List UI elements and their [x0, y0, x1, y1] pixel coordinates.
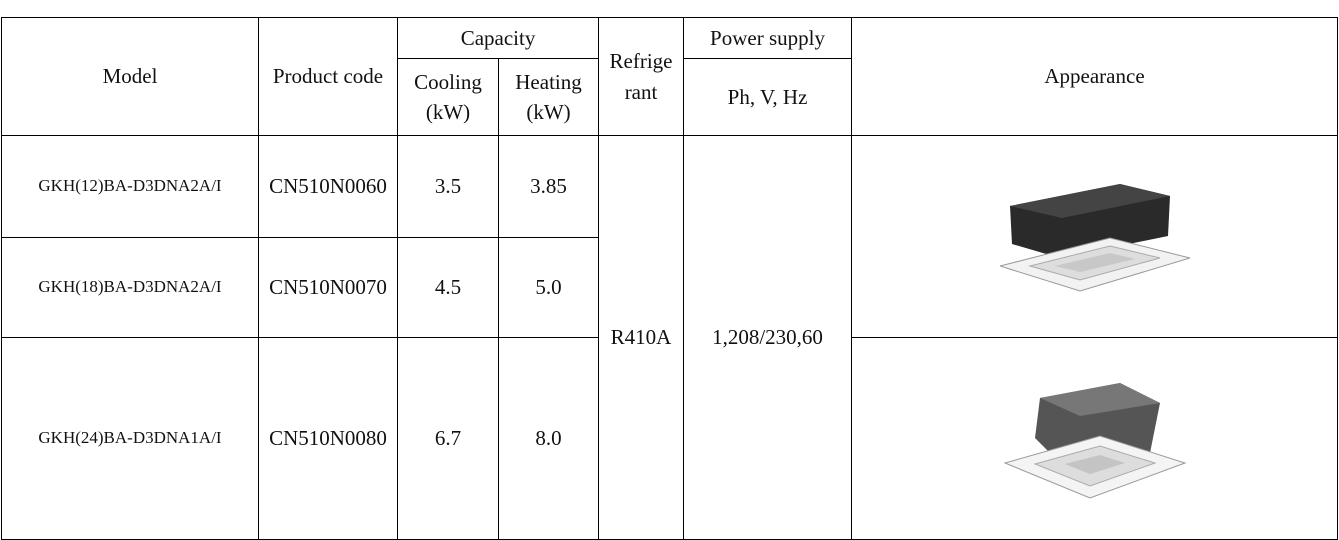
- cooling-cell: 4.5: [398, 237, 499, 337]
- heating-cell: 8.0: [499, 337, 599, 539]
- header-cell: Capacity: [398, 18, 599, 59]
- image-cell: [852, 337, 1338, 539]
- heating-cell: 3.85: [499, 136, 599, 238]
- header-cell: Refrige rant: [599, 18, 684, 136]
- power-cell: 1,208/230,60: [684, 136, 852, 540]
- unit-image: [1000, 368, 1190, 508]
- header-cell: Power supply: [684, 18, 852, 59]
- page: Model Product code Capacity Refrige rant…: [0, 0, 1339, 470]
- heating-cell: 5.0: [499, 237, 599, 337]
- image-cell: [852, 136, 1338, 338]
- cooling-cell: 3.5: [398, 136, 499, 238]
- model-cell: GKH(12)BA-D3DNA2A/I: [2, 136, 259, 238]
- header-cell: Appearance: [852, 18, 1338, 136]
- header-cell: Model: [2, 18, 259, 136]
- code-cell: CN510N0080: [259, 337, 398, 539]
- model-cell: GKH(18)BA-D3DNA2A/I: [2, 237, 259, 337]
- header-cell: Cooling (kW): [398, 59, 499, 136]
- model-cell: GKH(24)BA-D3DNA1A/I: [2, 337, 259, 539]
- refrigerant-cell: R410A: [599, 136, 684, 540]
- code-cell: CN510N0070: [259, 237, 398, 337]
- spec-table: Model Product code Capacity Refrige rant…: [1, 17, 1338, 540]
- header-cell: Heating (kW): [499, 59, 599, 136]
- header-cell: Product code: [259, 18, 398, 136]
- code-cell: CN510N0060: [259, 136, 398, 238]
- cooling-cell: 6.7: [398, 337, 499, 539]
- unit-image: [1000, 166, 1190, 306]
- header-cell: Ph, V, Hz: [684, 59, 852, 136]
